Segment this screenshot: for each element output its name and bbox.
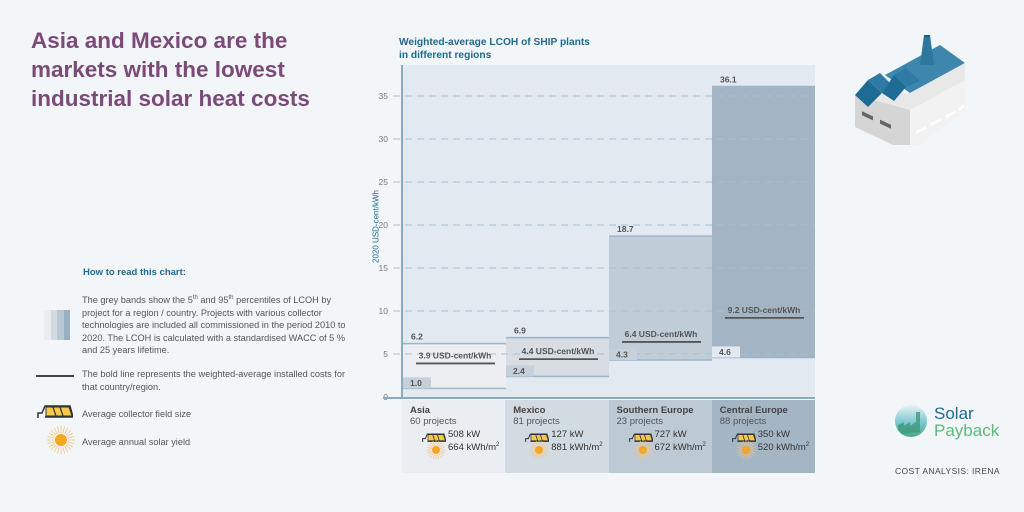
solar-yield: 881 kWh/m2 [551, 442, 603, 454]
region-name: Mexico [513, 405, 546, 416]
high-value-label: 18.7 [617, 224, 634, 234]
y-tick-label: 25 [379, 177, 389, 187]
collector-field-size: 508 kW [448, 429, 481, 440]
y-tick-label: 35 [379, 91, 389, 101]
swatch-4 [63, 310, 70, 340]
low-value-label: 2.4 [513, 366, 525, 376]
sun-icon [529, 440, 549, 465]
weighted-average-label: 4.4 USD-cent/kWh [522, 346, 595, 356]
legend-bold-line-text: The bold line represents the weighted-av… [82, 369, 346, 392]
sun-icon [426, 440, 446, 465]
swatch-2 [50, 310, 57, 340]
y-tick-label: 10 [379, 306, 389, 316]
low-value-label: 4.3 [616, 350, 628, 360]
low-value-label-bg [403, 377, 431, 389]
region-panel: Southern Europe 23 projects 727 kW 672 k… [608, 400, 712, 473]
logo-text-payback: Payback [934, 421, 1000, 440]
low-value-label: 4.6 [719, 347, 731, 357]
legend-bands-text: The grey bands show the 5th and 95th per… [82, 295, 346, 356]
region-project-count: 81 projects [513, 416, 560, 427]
collector-field-size: 127 kW [551, 429, 584, 440]
sun-icon [633, 440, 653, 465]
collector-field-size: 727 kW [654, 429, 687, 440]
high-value-label: 6.9 [514, 326, 526, 336]
region-project-count: 60 projects [410, 416, 457, 427]
region-name: Asia [410, 405, 431, 416]
weighted-average-label: 3.9 USD-cent/kWh [419, 350, 492, 360]
factory-icon [855, 35, 965, 145]
region-name: Southern Europe [616, 405, 694, 416]
solar-payback-logo-icon [895, 405, 927, 437]
weighted-average-label: 6.4 USD-cent/kWh [625, 329, 698, 339]
high-value-label: 36.1 [720, 75, 737, 85]
chart-title: Weighted-average LCOH of SHIP plants in … [399, 37, 590, 61]
collector-field-size: 350 kW [757, 429, 790, 440]
percentile-band [712, 86, 815, 358]
low-value-label: 1.0 [410, 378, 422, 388]
region-name: Central Europe [719, 405, 788, 416]
region-panel: Asia 60 projects 508 kW 664 kWh/m2 [402, 400, 506, 473]
y-tick-label: 5 [383, 349, 388, 359]
percentile-band [609, 236, 712, 361]
band-gradient-swatch [44, 310, 70, 340]
region-project-count: 88 projects [719, 416, 767, 427]
region-panel: Mexico 81 projects 127 kW 881 kWh/m2 [505, 400, 609, 473]
weighted-average-label: 9.2 USD-cent/kWh [728, 305, 801, 315]
sun-icon [736, 440, 756, 465]
bold-line-swatch [36, 375, 74, 377]
y-tick-label: 20 [379, 220, 389, 230]
legend-collector-text: Average collector field size [82, 409, 192, 419]
low-value-label-bg [609, 349, 637, 361]
y-tick-label: 15 [379, 263, 389, 273]
collector-icon [37, 405, 73, 418]
region-panel: Central Europe 88 projects 350 kW 520 kW… [711, 400, 815, 473]
solar-yield: 520 kWh/m2 [757, 442, 810, 454]
legend-title: How to read this chart: [83, 267, 186, 278]
legend-sun-text: Average annual solar yield [82, 437, 191, 447]
headline: Asia and Mexico are the markets with the… [31, 28, 310, 111]
swatch-3 [57, 310, 64, 340]
low-value-label-bg [506, 365, 534, 377]
solar-yield: 664 kWh/m2 [448, 442, 500, 454]
low-value-label-bg [712, 346, 740, 358]
region-project-count: 23 projects [616, 416, 663, 427]
sun-icon [47, 426, 75, 454]
y-tick-label: 30 [379, 134, 389, 144]
high-value-label: 6.2 [411, 332, 423, 342]
source-credit: COST ANALYSIS: IRENA [895, 466, 1000, 476]
swatch-1 [44, 310, 51, 340]
logo-text-solar: Solar [934, 404, 974, 423]
solar-yield: 672 kWh/m2 [654, 442, 706, 454]
